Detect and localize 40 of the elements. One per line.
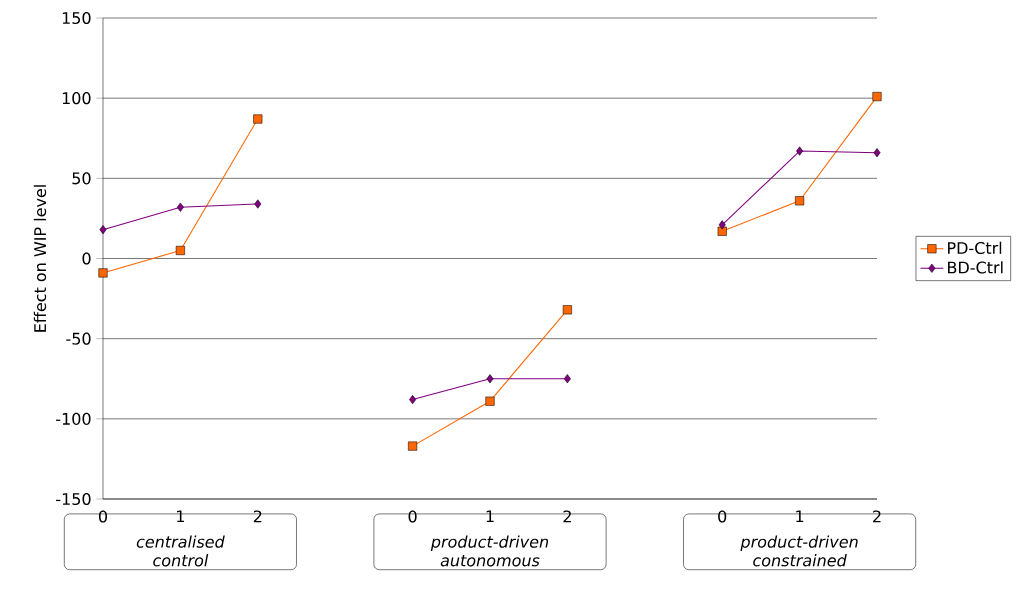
point (408, 441, 418, 451)
y-tick-label: -150 (56, 492, 91, 506)
y-tick-label: -50 (66, 332, 91, 345)
x-tick-label: 1 (486, 510, 494, 523)
text: centralised control (136, 535, 225, 567)
text: product-driven autonomous (430, 535, 549, 567)
point (718, 220, 726, 230)
x-tick-label: 1 (177, 510, 185, 523)
legend-label: PD-Ctrl (948, 241, 1002, 255)
y-tick-label: 150 (62, 11, 91, 25)
point (175, 245, 185, 256)
point (253, 114, 263, 124)
point (409, 395, 417, 405)
point (796, 146, 804, 156)
point (563, 374, 571, 384)
legend-label: BD-Ctrl (948, 261, 1003, 274)
point (176, 202, 184, 212)
x-tick-label: 2 (563, 510, 571, 523)
point (872, 92, 882, 102)
point (873, 148, 881, 158)
x-tick-label: 1 (796, 510, 804, 523)
text: product-driven constrained (740, 535, 858, 567)
y-tick-label: 100 (62, 92, 91, 105)
x-tick-label: 2 (873, 510, 881, 523)
x-tick-label: 0 (98, 510, 108, 523)
y-tick-label: 50 (72, 172, 91, 185)
point (485, 396, 495, 406)
x-tick-label: 0 (718, 510, 727, 523)
y-tick-label: 0 (82, 252, 91, 265)
point (98, 268, 108, 278)
y-axis-title: Effect on WIP level (33, 185, 47, 332)
point (254, 199, 262, 209)
point (562, 305, 572, 315)
point (717, 226, 727, 236)
point (99, 225, 107, 235)
point (795, 196, 805, 206)
x-tick-label: 2 (253, 510, 262, 523)
x-tick-label: 0 (408, 510, 417, 523)
point (486, 374, 494, 384)
y-tick-label: -100 (56, 412, 91, 425)
